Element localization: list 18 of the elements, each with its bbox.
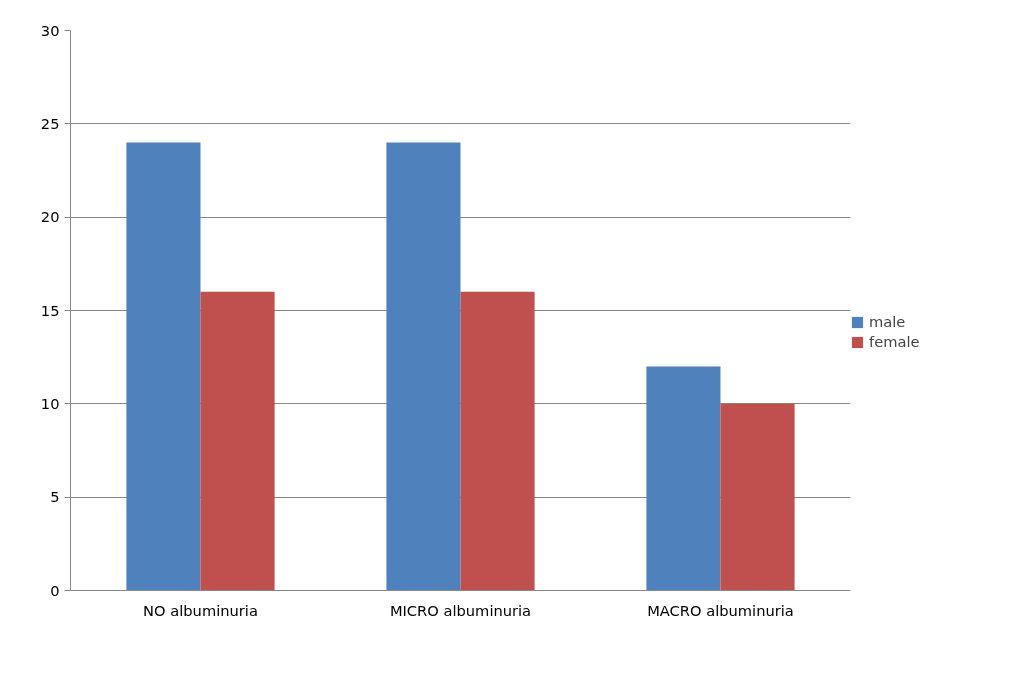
bar bbox=[200, 291, 275, 591]
legend-label: female bbox=[869, 333, 920, 350]
bar bbox=[386, 142, 461, 591]
bar bbox=[646, 366, 721, 591]
bar bbox=[720, 403, 795, 591]
y-tick-label: 0 bbox=[50, 581, 60, 599]
x-tick-label: MICRO albuminuria bbox=[389, 601, 532, 619]
y-tick-label: 5 bbox=[50, 488, 60, 506]
legend-label: male bbox=[869, 313, 906, 330]
bar bbox=[126, 142, 201, 591]
y-tick-label: 15 bbox=[40, 301, 60, 319]
x-tick-label: MACRO albuminuria bbox=[647, 601, 794, 619]
y-tick-label: 10 bbox=[40, 394, 60, 412]
y-tick-label: 30 bbox=[40, 21, 60, 39]
x-tick-label: NO albuminuria bbox=[143, 601, 258, 619]
y-tick-label: 25 bbox=[40, 114, 60, 132]
y-tick-label: 20 bbox=[40, 208, 60, 226]
bar bbox=[460, 291, 535, 591]
